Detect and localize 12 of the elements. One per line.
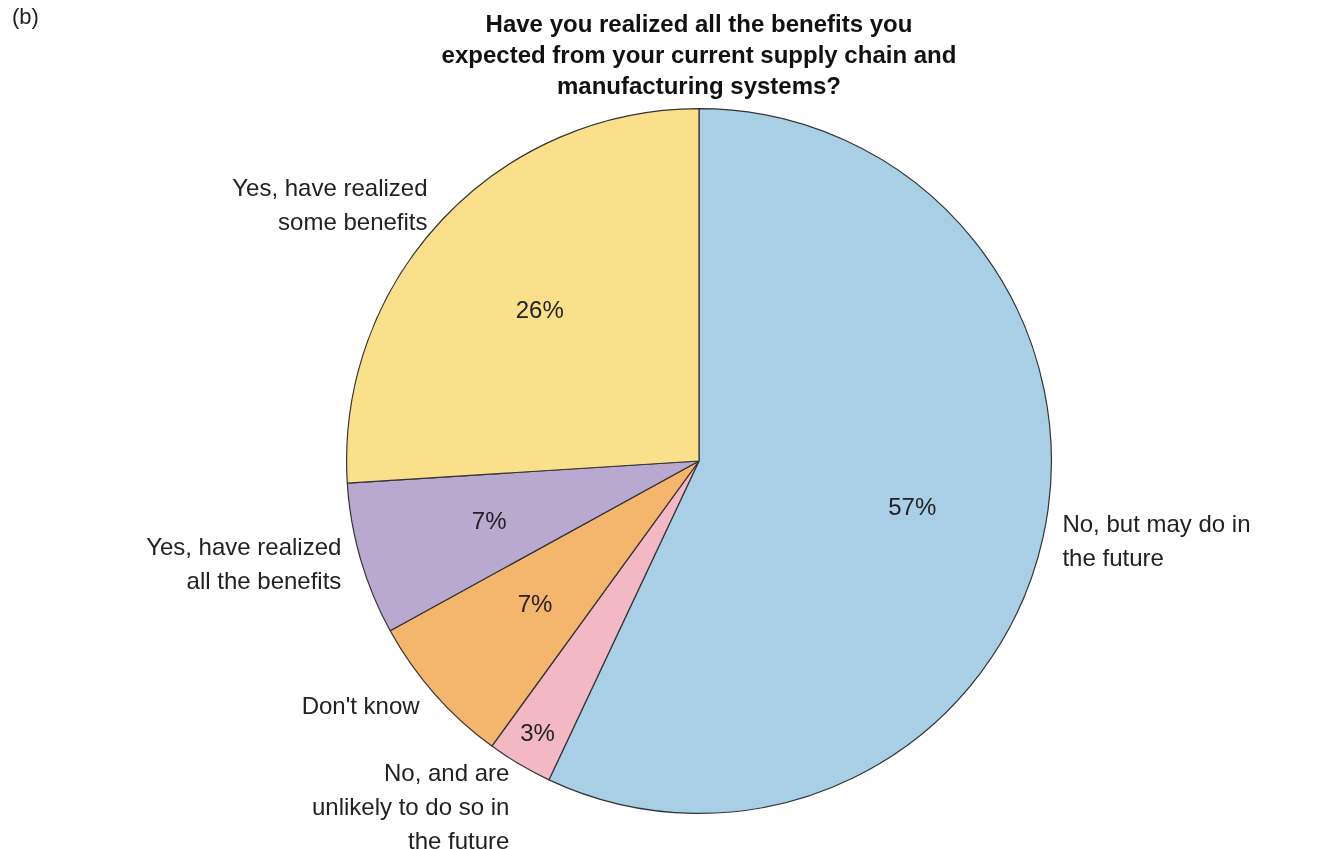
slice-label: Yes, have realized some benefits: [232, 173, 428, 235]
data-label: 57%: [888, 493, 937, 521]
slice-label: No, and are unlikely to do so in the future: [311, 759, 510, 849]
data-label: 7%: [471, 506, 507, 534]
slice-label: Yes, have realized all the benefits: [146, 532, 342, 594]
slice-label: No, but may do in the future: [1062, 509, 1251, 571]
text: (b): [12, 4, 39, 30]
data-label: 7%: [517, 590, 553, 618]
slice-label: Don't know: [301, 691, 421, 719]
data-label: 3%: [520, 718, 555, 746]
chart-title: Have you realized all the benefits you expected from your current supply chain and manufacturing systems?: [441, 10, 957, 99]
data-label: 26%: [515, 296, 564, 324]
